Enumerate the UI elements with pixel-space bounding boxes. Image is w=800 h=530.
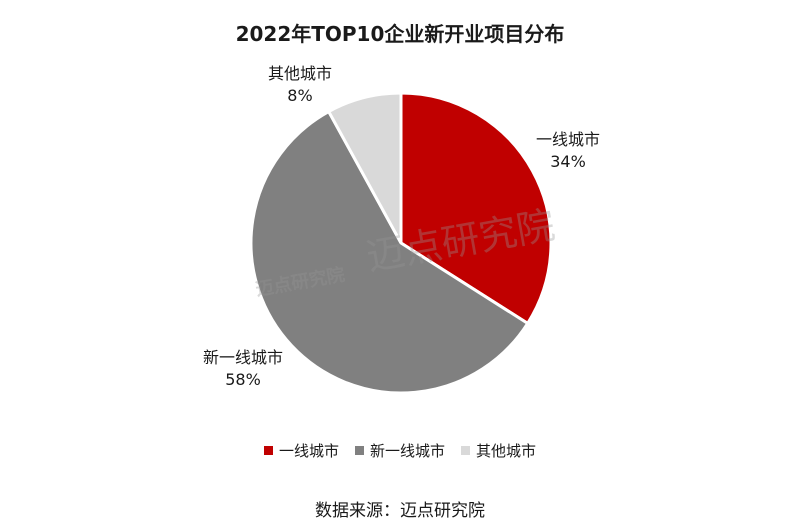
legend-swatch <box>354 446 364 455</box>
legend-label: 其他城市 <box>476 442 537 460</box>
legend-item-new-tier1[interactable]: 新一线城市 <box>354 440 445 461</box>
legend-swatch <box>263 446 273 455</box>
slice-category: 其他城市 <box>267 64 333 83</box>
slice-category: 一线城市 <box>535 130 601 149</box>
legend-item-tier1[interactable]: 一线城市 <box>263 440 339 461</box>
slice-new-tier1 <box>249 109 530 395</box>
slice-value: 8% <box>287 86 313 105</box>
slice-other <box>326 91 403 244</box>
slice-label-other: 其他城市 8% <box>268 63 332 107</box>
legend-label: 新一线城市 <box>369 442 445 460</box>
slice-value: 58% <box>225 370 261 389</box>
source-note: 数据来源：迈点研究院 <box>315 501 485 521</box>
legend: 一线城市 新一线城市 其他城市 <box>0 440 800 461</box>
slice-label-new-tier1: 新一线城市 58% <box>203 347 283 391</box>
slice-value: 34% <box>550 152 586 171</box>
legend-label: 一线城市 <box>278 442 339 460</box>
slice-label-tier1: 一线城市 34% <box>536 129 600 173</box>
legend-item-other[interactable]: 其他城市 <box>461 440 536 461</box>
chart-title: 2022年TOP10企业新开业项目分布 <box>235 22 565 46</box>
slice-category: 新一线城市 <box>202 348 284 367</box>
legend-swatch <box>461 446 470 455</box>
